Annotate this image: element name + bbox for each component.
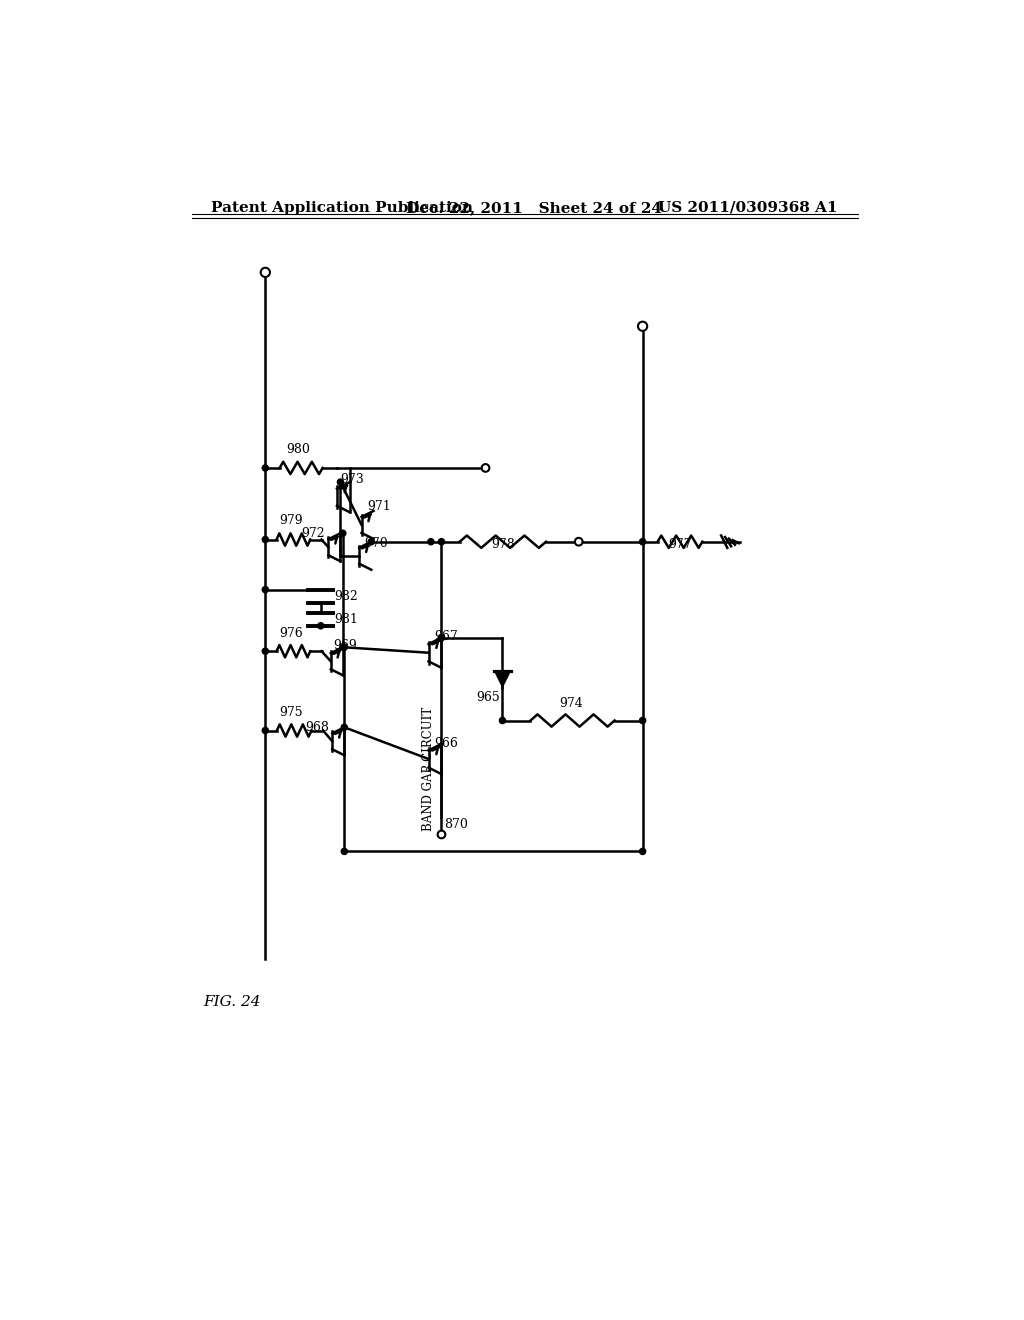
Text: 978: 978 [492,539,515,552]
Circle shape [340,644,346,651]
Circle shape [262,536,268,543]
Circle shape [438,635,444,640]
Text: BAND GAP CIRCUIT: BAND GAP CIRCUIT [422,706,435,830]
Text: 975: 975 [279,706,302,719]
Circle shape [437,830,445,838]
Circle shape [317,623,324,628]
Text: 980: 980 [287,442,310,455]
Circle shape [438,539,444,545]
Circle shape [262,465,268,471]
Text: 982: 982 [335,590,358,603]
Text: US 2011/0309368 A1: US 2011/0309368 A1 [658,201,838,215]
Circle shape [500,718,506,723]
Text: 974: 974 [559,697,583,710]
Text: 970: 970 [364,536,388,549]
Text: Dec. 22, 2011   Sheet 24 of 24: Dec. 22, 2011 Sheet 24 of 24 [407,201,663,215]
Circle shape [438,635,444,640]
Text: 971: 971 [367,499,391,512]
Text: 977: 977 [668,539,691,552]
Text: 972: 972 [302,527,326,540]
Text: 979: 979 [279,515,302,527]
Circle shape [640,849,646,854]
Circle shape [262,727,268,734]
Circle shape [341,644,347,651]
Circle shape [341,849,347,854]
Text: Patent Application Publication: Patent Application Publication [211,201,473,215]
Circle shape [428,539,434,545]
Text: 870: 870 [444,817,468,830]
Circle shape [369,539,375,545]
Circle shape [481,465,489,471]
Circle shape [640,718,646,723]
Text: 967: 967 [435,631,459,644]
Text: 969: 969 [333,639,356,652]
Text: 973: 973 [340,474,364,487]
Circle shape [340,531,346,536]
Text: FIG. 24: FIG. 24 [204,995,261,1010]
Polygon shape [494,671,511,688]
Text: 968: 968 [305,721,330,734]
Circle shape [574,537,583,545]
Circle shape [261,268,270,277]
Circle shape [638,322,647,331]
Circle shape [341,725,347,730]
Text: 976: 976 [279,627,303,640]
Circle shape [262,586,268,593]
Circle shape [640,539,646,545]
Circle shape [337,479,343,486]
Text: 966: 966 [435,737,459,750]
Text: 965: 965 [476,690,500,704]
Text: 981: 981 [335,612,358,626]
Circle shape [262,648,268,655]
